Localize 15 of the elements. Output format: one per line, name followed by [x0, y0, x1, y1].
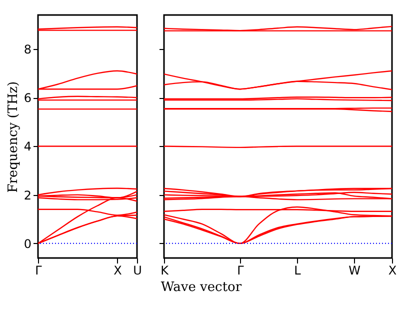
y-tick-label: 0 [24, 236, 32, 251]
y-tick-label: 8 [24, 42, 32, 57]
y-tick-label: 2 [24, 188, 32, 202]
x-tick-label: K [160, 264, 170, 278]
y-tick-label: 6 [24, 91, 32, 106]
x-tick-label: L [294, 264, 302, 278]
x-tick-label: Γ [35, 264, 42, 278]
x-tick-label: U [133, 264, 142, 278]
x-tick-label: X [388, 264, 397, 278]
y-tick-label: 4 [24, 140, 32, 154]
x-axis-title: Wave vector [160, 280, 242, 295]
x-tick-label: W [348, 264, 361, 278]
x-tick-label: Γ [237, 264, 244, 278]
x-tick-label: X [114, 264, 122, 278]
y-axis-title: Frequency (THz) [6, 81, 21, 193]
